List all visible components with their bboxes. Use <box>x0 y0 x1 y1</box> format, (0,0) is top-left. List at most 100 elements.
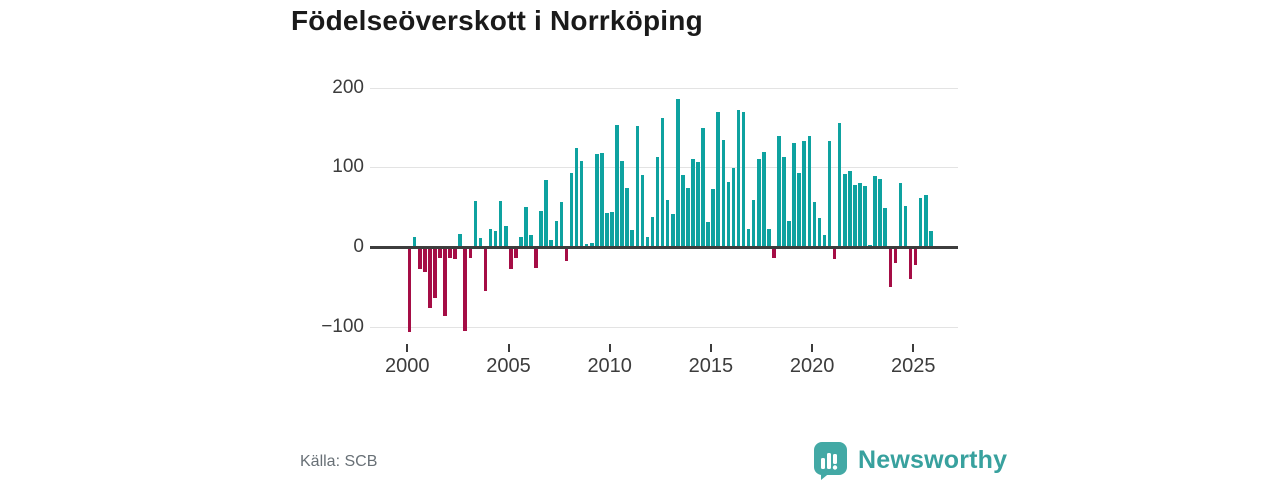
bar-positive <box>478 238 483 247</box>
x-axis-label: 2005 <box>486 355 531 377</box>
bar-positive <box>554 220 559 247</box>
bar-positive <box>610 211 614 247</box>
y-axis-label: 0 <box>353 236 364 257</box>
bar-positive <box>807 136 812 247</box>
bar-negative <box>468 248 473 258</box>
bar-positive <box>812 201 817 247</box>
bar-positive <box>675 98 680 247</box>
bar-positive <box>686 188 690 247</box>
bar-positive <box>817 218 822 247</box>
bar-negative <box>514 248 518 258</box>
x-axis-tick <box>912 344 915 352</box>
bar-positive <box>873 176 877 247</box>
bar-positive <box>787 220 791 247</box>
bar-positive <box>524 207 528 247</box>
bar-negative <box>564 248 569 261</box>
bar-positive <box>706 221 710 247</box>
bar-positive <box>458 234 462 247</box>
bar-positive <box>837 122 842 247</box>
bar-positive <box>797 172 801 247</box>
bar-positive <box>898 182 903 247</box>
bar-negative <box>509 248 513 270</box>
bar-positive <box>711 188 715 247</box>
bar-positive <box>650 216 655 247</box>
chart-title: Födelseöverskott i Norrköping <box>291 5 703 36</box>
bar-positive <box>574 147 579 247</box>
bar-positive <box>635 126 640 247</box>
bar-positive <box>923 195 928 247</box>
bar-negative <box>913 248 918 265</box>
bar-positive <box>503 226 508 247</box>
bar-positive <box>878 179 882 247</box>
bar-positive <box>625 188 629 247</box>
bar-positive <box>412 236 417 247</box>
bar-positive <box>903 205 908 247</box>
bar-positive <box>691 159 695 247</box>
bar-positive <box>721 139 726 247</box>
bar-negative <box>832 248 837 260</box>
bar-positive <box>559 202 564 247</box>
bar-negative <box>908 248 913 280</box>
bar-positive <box>782 157 786 247</box>
source-label: Källa: SCB <box>300 453 378 470</box>
bar-positive <box>883 207 888 247</box>
bar-positive <box>600 153 604 247</box>
x-axis-zero-line <box>370 246 958 249</box>
x-axis-tick <box>608 344 611 352</box>
y-gridline <box>370 87 958 89</box>
x-axis-label: 2015 <box>688 355 734 377</box>
bar-positive <box>827 141 832 247</box>
bar-positive <box>620 161 624 247</box>
bar-positive <box>473 200 478 247</box>
bar-positive <box>605 212 609 247</box>
bar-negative <box>772 248 776 258</box>
bar-positive <box>868 244 872 247</box>
x-axis-label: 2000 <box>385 355 430 377</box>
bar-positive <box>716 112 721 247</box>
newsworthy-logo-text: Newsworthy <box>858 445 1008 474</box>
x-axis-label: 2020 <box>789 355 835 377</box>
bar-positive <box>731 168 736 247</box>
bar-positive <box>842 173 847 247</box>
bar-negative <box>433 248 437 299</box>
bar-negative <box>417 248 422 270</box>
bar-positive <box>493 231 498 247</box>
bar-positive <box>655 157 660 247</box>
bar-positive <box>802 141 807 247</box>
bar-positive <box>584 243 589 247</box>
bar-positive <box>579 161 584 247</box>
bar-negative <box>893 248 898 264</box>
x-axis-tick <box>709 344 712 352</box>
bar-negative <box>438 248 442 258</box>
bar-positive <box>853 184 857 247</box>
bar-positive <box>670 214 675 247</box>
bar-positive <box>741 111 746 247</box>
bar-positive <box>822 235 827 247</box>
y-axis-label: −100 <box>321 315 364 337</box>
bar-positive <box>792 142 796 247</box>
x-axis-label: 2025 <box>891 355 936 377</box>
bar-positive <box>751 200 756 247</box>
bar-positive <box>488 229 493 247</box>
bar-positive <box>529 235 533 247</box>
bar-positive <box>640 174 645 247</box>
y-axis-label: 200 <box>332 76 364 98</box>
bar-positive <box>928 231 933 247</box>
bar-positive <box>696 161 700 247</box>
bar-negative <box>428 248 432 308</box>
bar-negative <box>888 248 893 287</box>
bar-negative <box>534 248 538 268</box>
bar-negative <box>483 248 488 291</box>
bar-negative <box>448 248 452 258</box>
y-gridline <box>370 326 958 328</box>
bar-positive <box>595 153 599 247</box>
bar-negative <box>407 248 412 332</box>
x-axis-tick <box>406 344 409 352</box>
bar-positive <box>777 136 781 247</box>
y-axis-label: 100 <box>332 156 364 178</box>
bar-positive <box>539 211 543 247</box>
bar-positive <box>665 200 670 247</box>
bar-positive <box>767 229 771 247</box>
bar-positive <box>726 181 731 247</box>
bar-negative <box>453 248 457 260</box>
